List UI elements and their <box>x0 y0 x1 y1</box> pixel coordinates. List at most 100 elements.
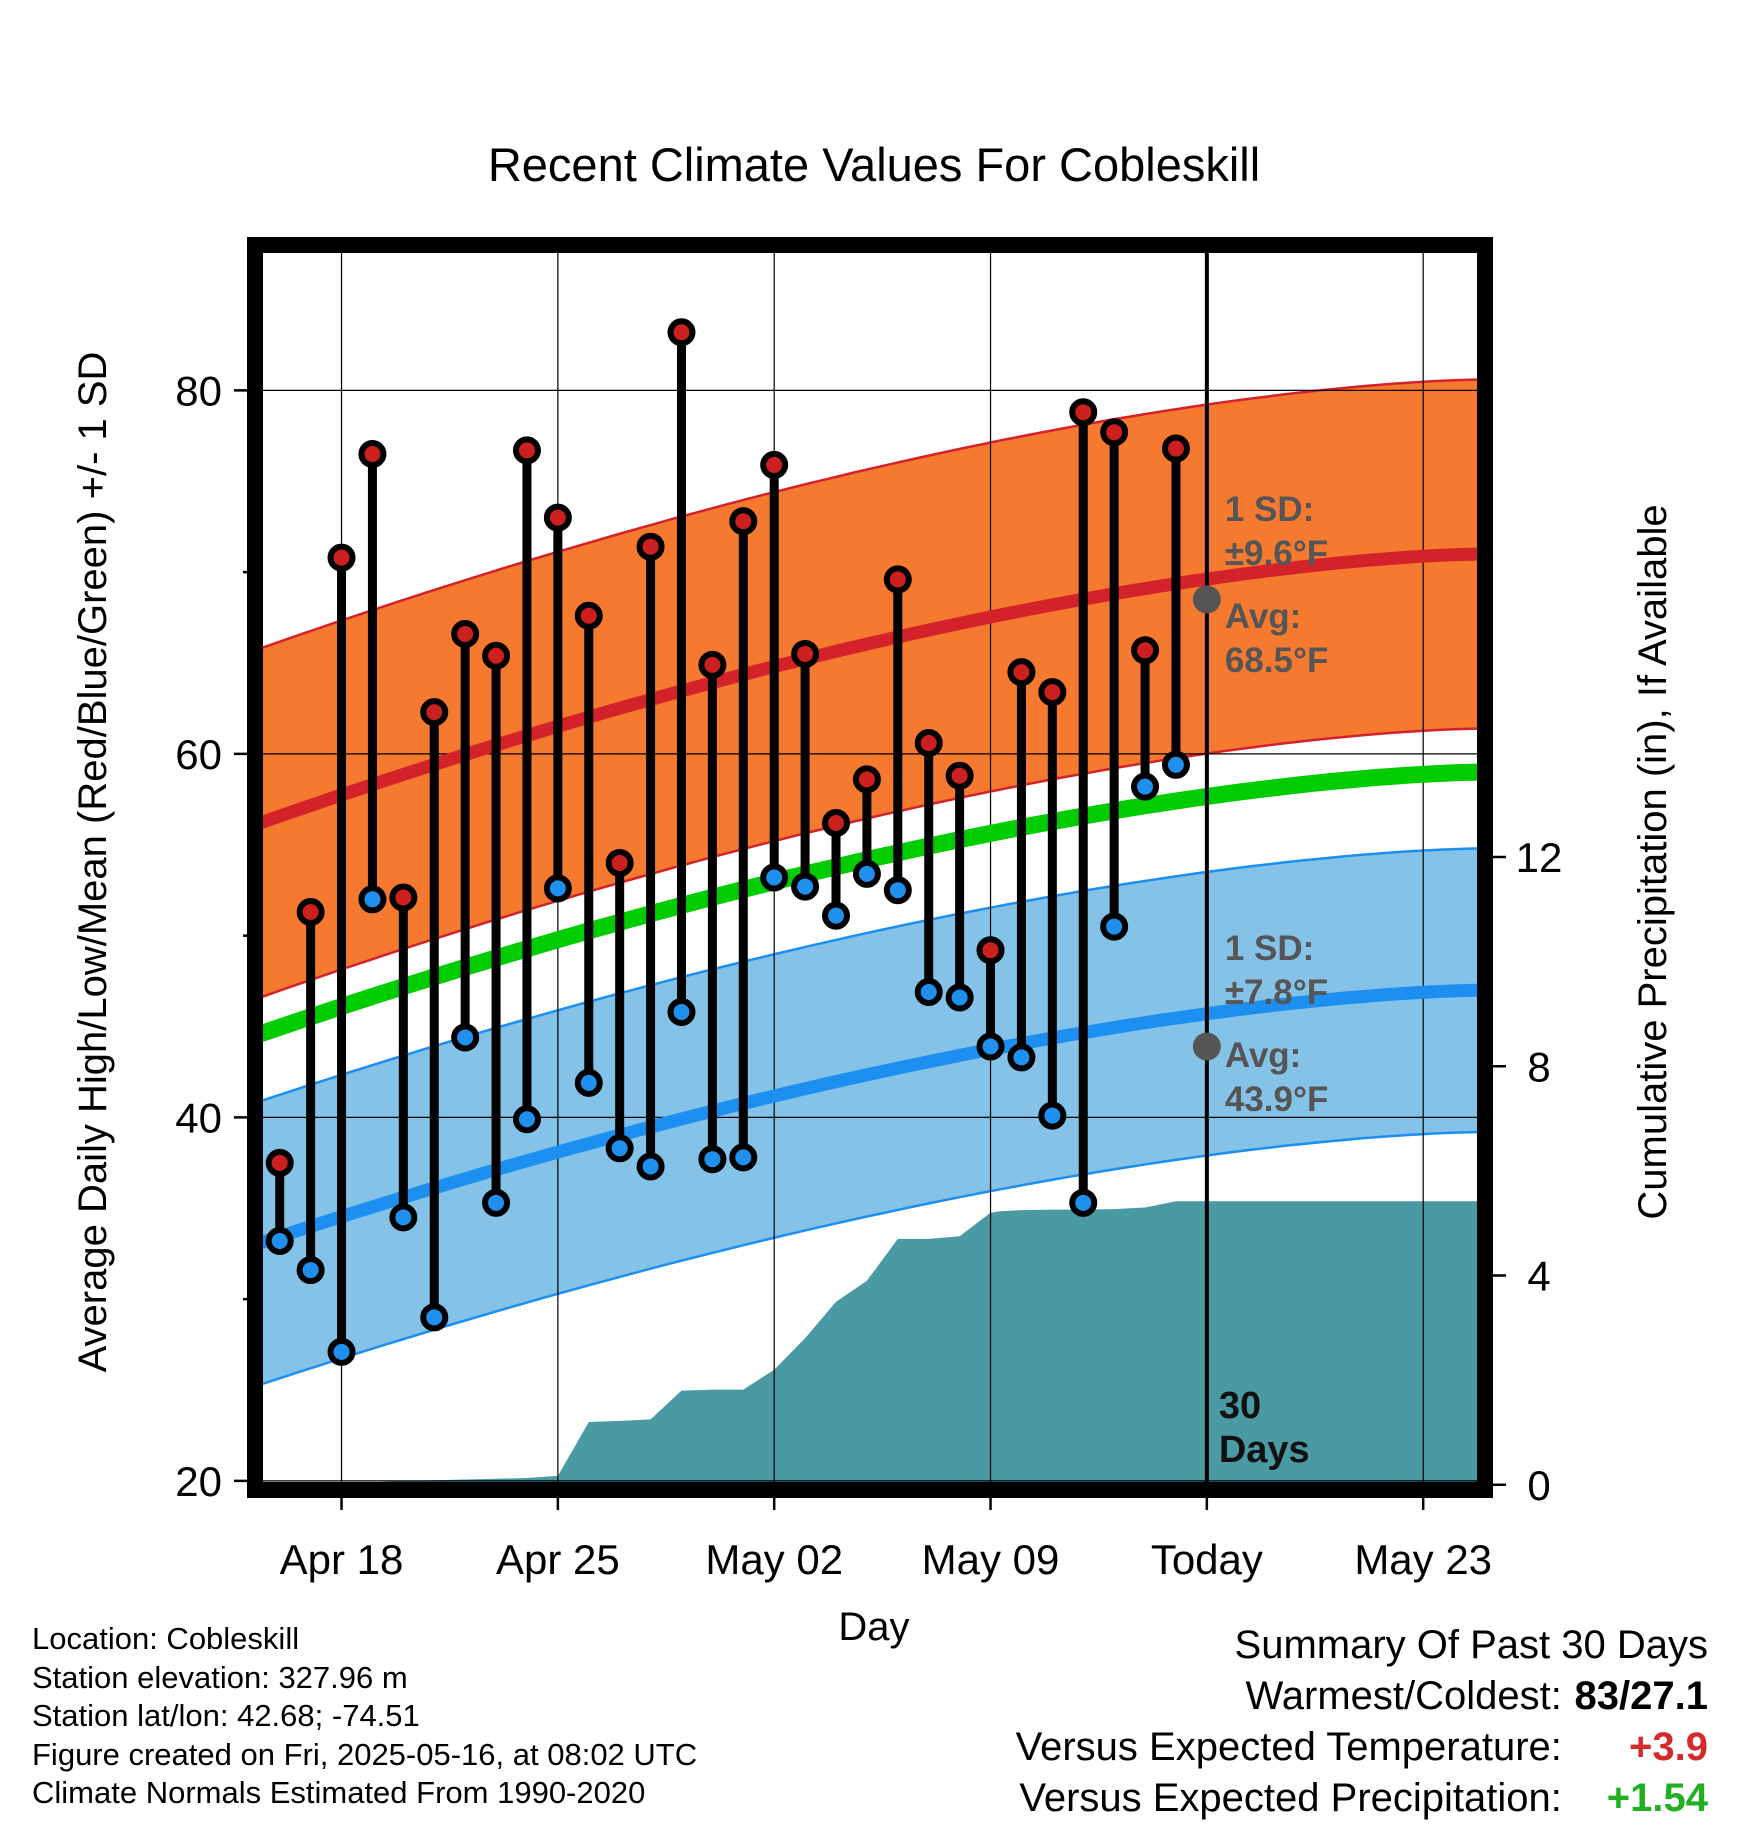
today-label-number: 30 <box>1219 1385 1261 1427</box>
high-point <box>667 318 696 347</box>
y-axis-label: Average Daily High/Low/Mean (Red/Blue/Gr… <box>71 352 115 1373</box>
low-point <box>1100 912 1129 941</box>
x-axis-label: Day <box>838 1605 909 1649</box>
y-tick-label: 60 <box>175 731 222 778</box>
high-point <box>1069 398 1098 427</box>
temp-anomaly-value: +3.9 <box>1629 1725 1708 1769</box>
high-avg-marker <box>1192 585 1221 614</box>
high-point <box>822 808 851 837</box>
precip-anomaly-value: +1.54 <box>1606 1776 1708 1820</box>
high-point <box>327 543 356 572</box>
y2-axis-label: Cumulative Precipitation (in), If Availa… <box>1631 504 1675 1219</box>
high-point <box>698 650 727 679</box>
low-point <box>1161 750 1190 779</box>
high-point <box>296 898 325 927</box>
station-info: Location: Cobleskill Station elevation: … <box>32 1620 697 1813</box>
today-label-unit: Days <box>1219 1429 1310 1471</box>
high-sd-label: 1 SD: <box>1225 490 1314 529</box>
low-point <box>389 1203 418 1232</box>
elevation-text: Station elevation: 327.96 m <box>32 1659 408 1695</box>
low-point <box>976 1032 1005 1061</box>
temp-anomaly-row: Versus Expected Temperature: +3.9 <box>1016 1722 1708 1773</box>
low-point <box>698 1145 727 1174</box>
low-point <box>420 1303 449 1332</box>
low-point <box>482 1188 511 1217</box>
low-point <box>574 1068 603 1097</box>
low-point <box>1038 1101 1067 1130</box>
high-point <box>976 936 1005 965</box>
low-point <box>358 885 387 914</box>
high-point <box>791 639 820 668</box>
warmest-coldest-row: Warmest/Coldest: 83/27.1 <box>1016 1671 1709 1722</box>
low-point <box>883 876 912 905</box>
y2-tick-label: 0 <box>1527 1462 1550 1509</box>
x-tick-label: May 23 <box>1354 1536 1492 1583</box>
y-tick-label: 20 <box>175 1458 222 1505</box>
created-text: Figure created on Fri, 2025-05-16, at 08… <box>32 1736 698 1772</box>
high-point <box>914 729 943 757</box>
high-point <box>1007 658 1036 687</box>
warmest-coldest-value: 83/27.1 <box>1574 1674 1708 1718</box>
high-point <box>1100 418 1129 447</box>
plot-frame <box>247 237 1493 1498</box>
high-point <box>482 641 511 670</box>
low-point <box>265 1227 294 1255</box>
high-point <box>451 619 480 648</box>
low-point <box>945 983 974 1012</box>
high-avg-label: Avg: <box>1225 597 1301 636</box>
low-point <box>1131 772 1160 801</box>
low-sd-label: 1 SD: <box>1225 929 1314 968</box>
high-point <box>389 883 418 912</box>
precip-anomaly-label: Versus Expected Precipitation: <box>1019 1776 1562 1820</box>
y-tick-label: 40 <box>175 1094 222 1141</box>
low-point <box>296 1256 325 1285</box>
low-point <box>543 874 572 903</box>
normals-text: Climate Normals Estimated From 1990-2020 <box>32 1775 646 1810</box>
chart-title: Recent Climate Values For Cobleskill <box>488 138 1260 191</box>
high-point <box>605 848 634 877</box>
low-point <box>914 978 943 1006</box>
high-point <box>420 698 449 727</box>
low-point <box>605 1134 634 1163</box>
high-point <box>945 761 974 790</box>
high-point <box>729 507 758 536</box>
x-tick-label: Apr 18 <box>280 1536 404 1583</box>
low-avg-value: 43.9°F <box>1225 1080 1329 1119</box>
high-point <box>574 601 603 630</box>
x-tick-label: May 02 <box>705 1536 843 1583</box>
precip-area <box>255 1201 1485 1485</box>
y2-tick-label: 8 <box>1527 1043 1550 1090</box>
high-avg-line <box>255 547 1485 831</box>
high-sd-value: ±9.6°F <box>1225 534 1328 573</box>
y2-tick-label: 4 <box>1527 1253 1550 1300</box>
low-point <box>451 1023 480 1052</box>
low-point <box>327 1337 356 1366</box>
high-point <box>265 1148 294 1177</box>
low-point <box>1007 1043 1036 1072</box>
high-point <box>852 765 881 794</box>
high-point <box>358 440 387 469</box>
high-avg-value: 68.5°F <box>1225 641 1329 680</box>
low-point <box>852 859 881 888</box>
low-point <box>791 872 820 901</box>
low-avg-marker <box>1192 1032 1221 1061</box>
low-avg-label: Avg: <box>1225 1036 1301 1075</box>
temp-anomaly-label: Versus Expected Temperature: <box>1015 1725 1562 1769</box>
summary-panel: Summary Of Past 30 Days Warmest/Coldest:… <box>1016 1620 1708 1824</box>
low-sd-value: ±7.8°F <box>1225 973 1328 1012</box>
low-point <box>760 863 789 892</box>
high-point <box>512 436 541 465</box>
low-avg-line <box>255 983 1485 1251</box>
plot-interior <box>255 245 1485 1490</box>
high-point <box>1038 678 1067 707</box>
low-point <box>1069 1188 1098 1217</box>
low-lower-sd-line <box>255 1130 1485 1388</box>
x-tick-label: Apr 25 <box>496 1536 620 1583</box>
high-point <box>1131 636 1160 665</box>
high-upper-sd-line <box>255 378 1485 652</box>
high-point <box>636 532 665 561</box>
precip-anomaly-row: Versus Expected Precipitation: +1.54 <box>1016 1773 1708 1824</box>
latlon-text: Station lat/lon: 42.68; -74.51 <box>32 1698 420 1733</box>
high-point <box>883 565 912 594</box>
